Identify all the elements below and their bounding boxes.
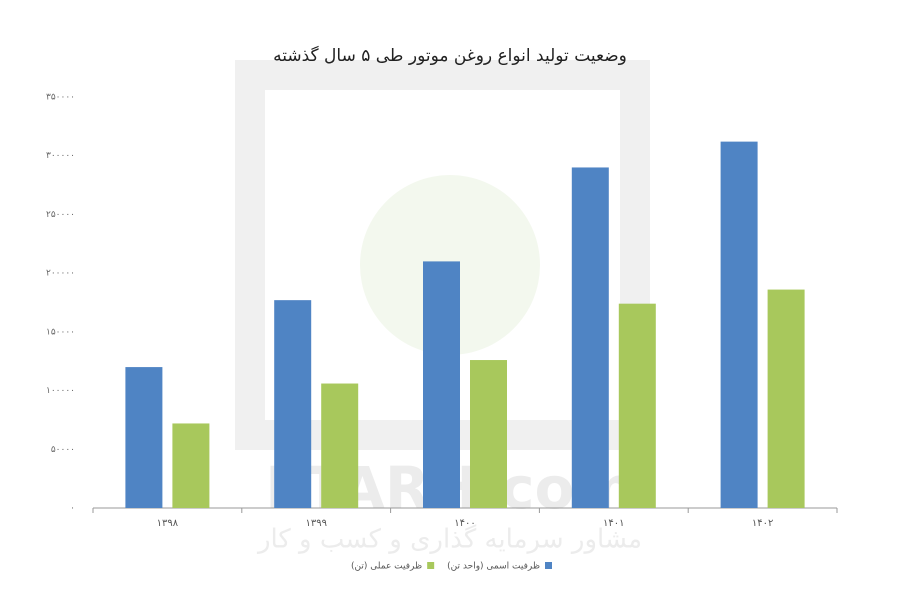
y-tick-label: ۳۰۰۰۰۰ bbox=[46, 151, 75, 161]
bar bbox=[618, 303, 656, 508]
y-tick-label: ۱۰۰۰۰۰ bbox=[46, 386, 75, 396]
legend-label: ظرفیت اسمی (واحد تن) bbox=[447, 562, 540, 572]
x-tick-label: ۱۳۹۹ bbox=[305, 518, 326, 529]
y-tick-label: ۲۵۰۰۰۰ bbox=[46, 210, 75, 220]
x-tick-label: ۱۳۹۸ bbox=[157, 518, 179, 529]
watermark-tagline: مشاور سرمایه گذاری و کسب و کار bbox=[256, 524, 642, 555]
bar bbox=[274, 300, 312, 508]
bar bbox=[423, 261, 460, 508]
bar bbox=[720, 141, 758, 508]
bar bbox=[321, 383, 359, 508]
y-tick-label: ۲۰۰۰۰۰ bbox=[46, 269, 75, 279]
bar bbox=[571, 167, 609, 508]
y-tick-label: ۵۰۰۰۰ bbox=[51, 445, 75, 455]
x-tick-label: ۱۴۰۱ bbox=[603, 518, 624, 529]
bar bbox=[172, 423, 210, 508]
bar bbox=[767, 289, 805, 508]
x-tick-label: ۱۴۰۲ bbox=[752, 518, 773, 529]
y-tick-label: ۱۵۰۰۰۰ bbox=[46, 327, 75, 337]
legend-swatch bbox=[427, 562, 435, 569]
y-tick-label: ۳۵۰۰۰۰ bbox=[46, 93, 75, 103]
x-tick-label: ۱۴۰۰ bbox=[454, 518, 475, 529]
bar bbox=[125, 367, 163, 508]
legend-label: ظرفیت عملی (تن) bbox=[351, 562, 422, 572]
legend-swatch bbox=[545, 562, 552, 569]
bar bbox=[470, 360, 507, 508]
y-tick-label: ۰ bbox=[70, 504, 75, 514]
chart-title: وضعیت تولید انواع روغن موتور طی ۵ سال گذ… bbox=[273, 45, 627, 66]
